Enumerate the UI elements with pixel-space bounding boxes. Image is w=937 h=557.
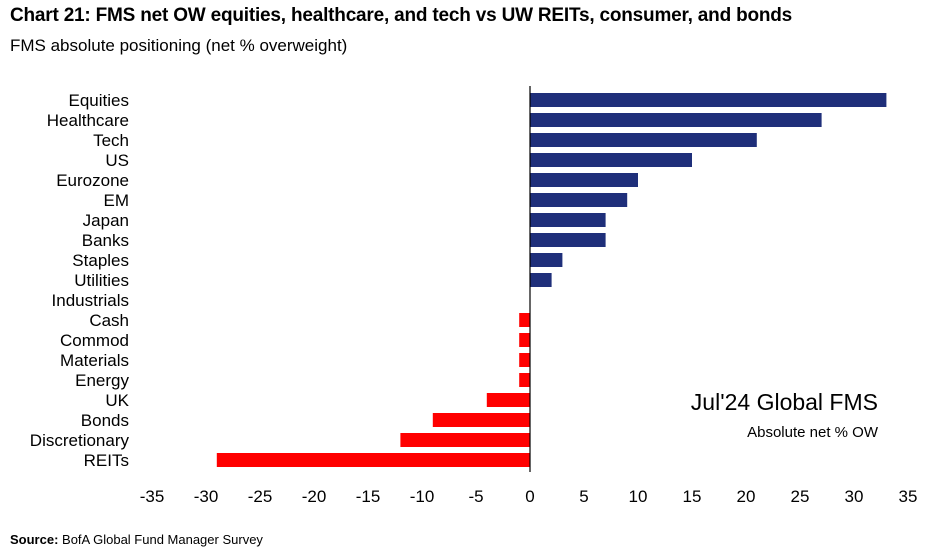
category-label: Staples <box>72 251 129 270</box>
x-tick-label: 35 <box>899 487 918 506</box>
bar <box>530 93 887 107</box>
bar <box>400 433 530 447</box>
chart-title: Chart 21: FMS net OW equities, healthcar… <box>10 5 793 26</box>
x-tick-label: -30 <box>194 487 219 506</box>
category-label: Japan <box>83 211 129 230</box>
annotation-sub: Absolute net % OW <box>747 424 879 441</box>
category-label: Energy <box>75 371 129 390</box>
x-tick-label: -35 <box>140 487 165 506</box>
bar <box>530 193 628 207</box>
source-text: BofA Global Fund Manager Survey <box>62 532 263 547</box>
annotation-main: Jul'24 Global FMS <box>691 389 878 415</box>
category-label: Commod <box>60 331 129 350</box>
bars-group <box>216 93 887 467</box>
bar <box>519 373 530 387</box>
category-label: Equities <box>69 91 129 110</box>
bar <box>530 173 638 187</box>
category-label: Healthcare <box>47 111 129 130</box>
category-label: Banks <box>82 231 129 250</box>
category-label: REITs <box>84 451 129 470</box>
category-label: UK <box>105 391 129 410</box>
category-label: Materials <box>60 351 129 370</box>
x-tick-label: -15 <box>356 487 381 506</box>
category-label: Discretionary <box>30 431 130 450</box>
bar <box>530 153 692 167</box>
category-label: Utilities <box>74 271 129 290</box>
bar <box>530 273 552 287</box>
source-label: Source: <box>10 532 59 547</box>
source-note: Source: BofA Global Fund Manager Survey <box>10 532 263 547</box>
category-label: Tech <box>93 131 129 150</box>
bar <box>519 313 530 327</box>
bar <box>530 253 563 267</box>
bar <box>432 413 530 427</box>
x-tick-label: 20 <box>737 487 756 506</box>
category-label: Industrials <box>52 291 129 310</box>
category-label: EM <box>104 191 130 210</box>
category-label: Cash <box>89 311 129 330</box>
bar <box>216 453 531 467</box>
bar <box>530 133 757 147</box>
x-tick-label: -25 <box>248 487 273 506</box>
category-label: Bonds <box>81 411 129 430</box>
bar <box>519 353 530 367</box>
x-tick-label: 5 <box>579 487 588 506</box>
x-tick-label: 30 <box>845 487 864 506</box>
category-label: Eurozone <box>56 171 129 190</box>
bar <box>519 333 530 347</box>
x-tick-label: 15 <box>683 487 702 506</box>
x-tick-label: 25 <box>791 487 810 506</box>
x-tick-label: 0 <box>525 487 534 506</box>
x-tick-label: -5 <box>468 487 483 506</box>
x-tick-label: -20 <box>302 487 327 506</box>
bar <box>530 233 606 247</box>
bar <box>486 393 530 407</box>
bar <box>530 213 606 227</box>
category-labels: EquitiesHealthcareTechUSEurozoneEMJapanB… <box>30 91 130 470</box>
x-tick-label: 10 <box>629 487 648 506</box>
x-tick-labels: -35 -30 -25 -20 -15 -10 -5 0 5 10 15 20 25 30 35 <box>140 487 918 506</box>
bar <box>530 113 822 127</box>
category-label: US <box>105 151 129 170</box>
x-tick-label: -10 <box>410 487 435 506</box>
chart-subtitle: FMS absolute positioning (net % overweig… <box>10 36 348 55</box>
